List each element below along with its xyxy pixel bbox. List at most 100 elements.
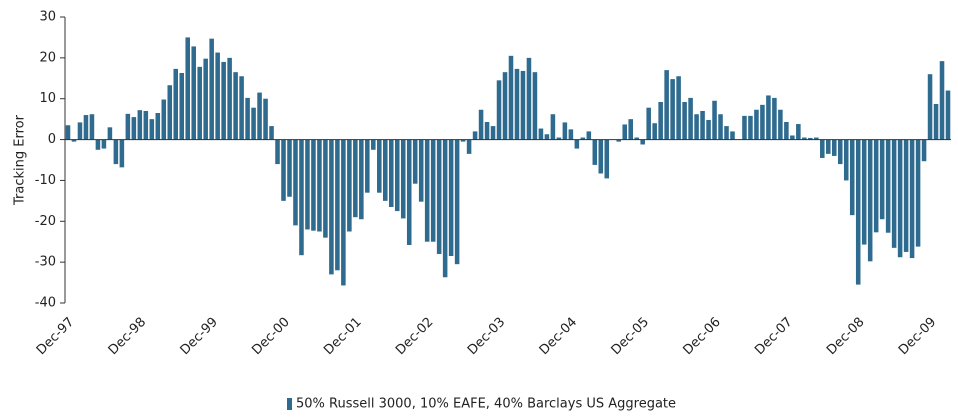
bar — [197, 66, 202, 140]
bar — [891, 139, 897, 248]
bar — [826, 139, 831, 154]
bar — [867, 139, 873, 262]
bar — [490, 126, 496, 140]
bar — [873, 139, 879, 233]
x-tick-label: Dec-08 — [824, 315, 867, 358]
bar — [155, 113, 161, 140]
bar — [209, 38, 214, 140]
bar — [694, 114, 699, 140]
bar — [341, 139, 346, 286]
bar — [760, 104, 765, 140]
bar — [927, 74, 933, 140]
bar — [406, 139, 412, 245]
bar — [514, 68, 520, 140]
x-tick-label: Dec-05 — [609, 315, 652, 358]
bar — [652, 123, 657, 140]
bar — [688, 97, 693, 140]
bar — [257, 92, 262, 140]
bar — [706, 119, 711, 140]
bar — [802, 137, 807, 140]
bar — [772, 97, 777, 140]
bar — [335, 139, 340, 271]
bar — [676, 76, 681, 140]
bar — [808, 137, 813, 140]
bar — [83, 115, 89, 140]
bar — [843, 139, 849, 181]
y-axis-label: Tracking Error — [13, 114, 28, 206]
bar — [670, 79, 675, 140]
y-tick-label: -30 — [35, 255, 56, 270]
bar — [263, 98, 268, 140]
bar — [472, 131, 478, 140]
bar — [215, 52, 220, 140]
bar — [448, 139, 454, 257]
y-tick-label: 20 — [39, 50, 56, 65]
bar — [323, 139, 328, 238]
bar — [149, 119, 155, 140]
bar — [622, 124, 628, 140]
bar — [119, 139, 125, 168]
bar — [137, 110, 143, 140]
bar — [383, 139, 388, 201]
bar — [388, 139, 394, 207]
bar — [430, 139, 436, 242]
bar — [365, 139, 370, 193]
bar — [562, 122, 568, 140]
bar — [658, 101, 663, 140]
bar — [831, 139, 837, 156]
bar — [754, 109, 759, 140]
bar — [718, 114, 723, 140]
bar — [353, 139, 358, 218]
bar — [95, 139, 101, 150]
bar — [778, 109, 783, 140]
bar — [400, 139, 406, 219]
bar — [742, 115, 747, 140]
y-tick-label: -10 — [35, 173, 56, 188]
x-tick-label: Dec-97 — [34, 315, 77, 358]
bar — [239, 76, 244, 140]
bar — [113, 139, 119, 165]
x-tick-label: Dec-06 — [680, 315, 723, 358]
y-tick-label: -40 — [35, 296, 56, 311]
bar — [724, 126, 729, 140]
bar — [484, 122, 490, 140]
bar — [377, 139, 382, 193]
bar — [107, 127, 113, 140]
bar — [820, 139, 825, 158]
bar — [933, 104, 939, 140]
bar — [766, 95, 771, 140]
bar — [790, 135, 795, 140]
bar — [855, 139, 861, 285]
legend-label: 50% Russell 3000, 10% EAFE, 40% Barclays… — [296, 397, 676, 412]
bar — [436, 139, 442, 254]
y-tick-label: 30 — [39, 10, 56, 25]
bar — [945, 90, 951, 140]
bar — [574, 139, 580, 149]
y-tick-label: -20 — [35, 214, 56, 229]
bar — [143, 110, 149, 140]
bar — [347, 139, 352, 232]
x-tick-label: Dec-09 — [896, 315, 939, 358]
bar — [538, 128, 544, 140]
x-tick-label: Dec-04 — [537, 315, 580, 358]
bar — [879, 139, 885, 220]
x-tick-label: Dec-03 — [465, 315, 508, 358]
bar — [478, 109, 484, 140]
x-tick-label: Dec-02 — [393, 315, 436, 358]
bar — [281, 139, 286, 201]
x-tick-label: Dec-01 — [321, 315, 364, 358]
bar — [784, 122, 789, 140]
bar — [275, 139, 280, 165]
bar — [903, 139, 909, 252]
bar — [251, 107, 256, 140]
bar — [89, 114, 95, 140]
bar — [861, 139, 867, 245]
bar — [125, 113, 131, 140]
bar — [885, 139, 891, 233]
bar — [191, 46, 196, 140]
bar — [131, 117, 137, 140]
bar — [712, 100, 717, 140]
bar — [730, 131, 735, 140]
bar — [185, 37, 190, 140]
